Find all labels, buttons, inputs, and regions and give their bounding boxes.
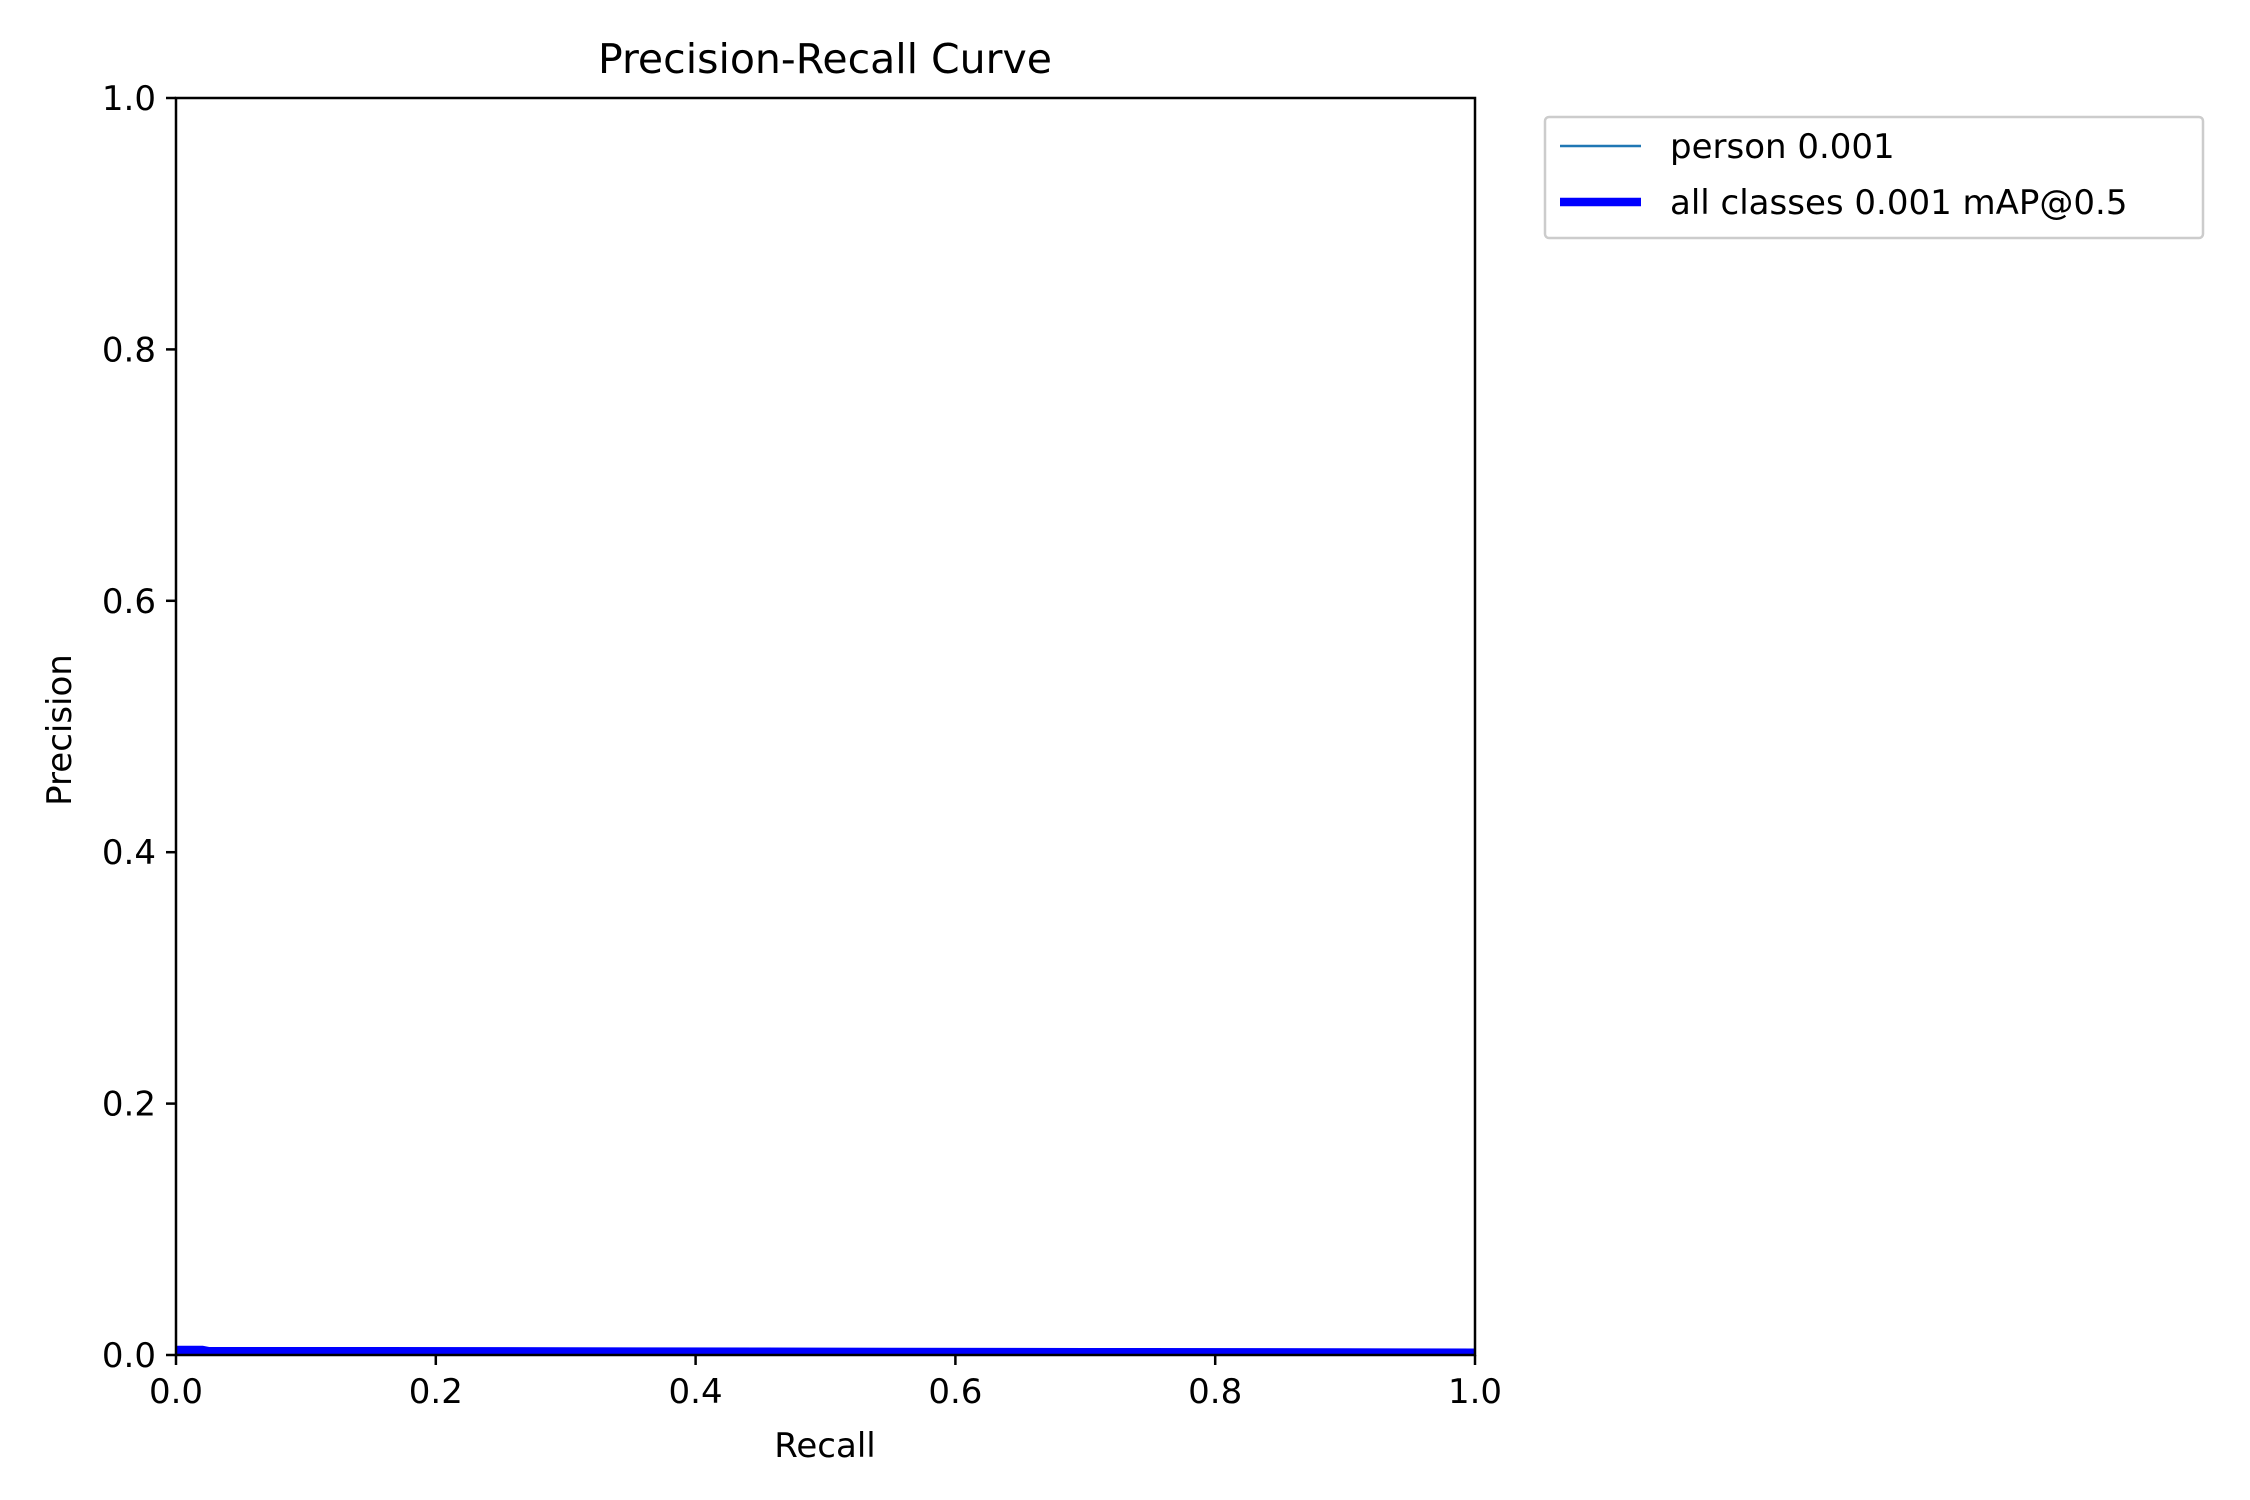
series-line-all-classes <box>176 1345 1475 1355</box>
y-tick-label: 0.8 <box>102 330 156 370</box>
x-tick-label: 1.0 <box>1448 1372 1502 1412</box>
plot-area <box>174 96 1477 1357</box>
legend-label-all-classes: all classes 0.001 mAP@0.5 <box>1670 183 2127 223</box>
y-tick-label: 0.4 <box>102 833 156 873</box>
x-tick-label: 0.2 <box>409 1372 463 1412</box>
x-tick-label: 0.8 <box>1188 1372 1242 1412</box>
x-tick-label: 0.0 <box>149 1372 203 1412</box>
y-tick-label: 0.6 <box>102 582 156 622</box>
axes-frame <box>174 96 1477 1357</box>
chart-title: Precision-Recall Curve <box>598 35 1052 83</box>
x-axis-ticks: 0.0 0.2 0.4 0.6 0.8 1.0 <box>149 1355 1502 1412</box>
legend: person 0.001 all classes 0.001 mAP@0.5 <box>1543 115 2205 240</box>
y-tick-label: 1.0 <box>102 79 156 119</box>
y-axis-label: Precision <box>40 654 80 806</box>
axes-background <box>176 98 1475 1355</box>
legend-label-person: person 0.001 <box>1670 127 1895 167</box>
y-tick-label: 0.2 <box>102 1085 156 1125</box>
x-axis-label: Recall <box>774 1426 875 1466</box>
y-axis-ticks: 0.0 0.2 0.4 0.6 0.8 1.0 <box>102 79 176 1376</box>
x-tick-label: 0.6 <box>928 1372 982 1412</box>
legend-frame <box>1543 115 2205 240</box>
y-tick-label: 0.0 <box>102 1336 156 1376</box>
x-tick-label: 0.4 <box>669 1372 723 1412</box>
